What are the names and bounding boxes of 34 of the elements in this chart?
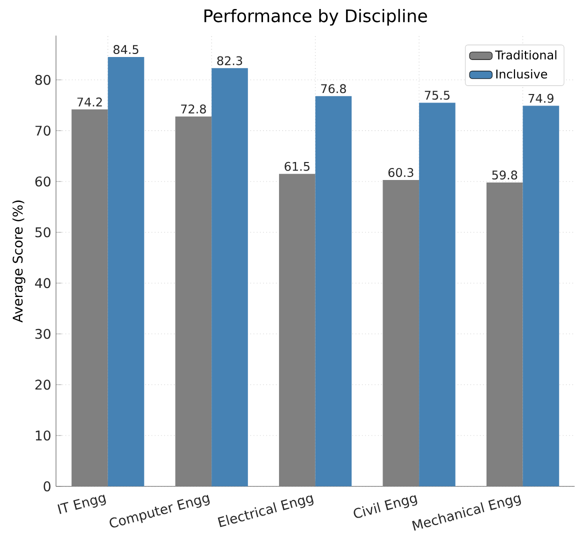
bar <box>279 174 316 486</box>
bar <box>486 182 523 486</box>
data-label: 74.2 <box>77 98 102 106</box>
data-label: 74.9 <box>528 94 554 103</box>
bar <box>108 56 144 486</box>
bar <box>175 116 212 486</box>
bar <box>212 68 248 486</box>
legend-label: Inclusive <box>496 69 548 79</box>
bar <box>382 180 420 486</box>
y-tick-label: 70 <box>35 126 50 136</box>
y-tick-label: 20 <box>35 380 50 390</box>
y-tick-label: 60 <box>35 176 50 186</box>
data-label: 84.5 <box>114 45 138 54</box>
bar <box>522 106 560 486</box>
data-label: 75.5 <box>424 90 450 100</box>
bar <box>72 109 108 486</box>
y-axis-title: Average Score (%) <box>12 200 26 322</box>
bar <box>315 96 352 486</box>
bar <box>419 102 456 486</box>
y-tick-label: 50 <box>35 227 50 238</box>
data-label: 72.8 <box>181 104 206 114</box>
data-label: 59.8 <box>492 170 518 180</box>
x-tick-label: IT Engg <box>58 494 106 514</box>
data-label: 76.8 <box>321 84 346 94</box>
data-label: 61.5 <box>284 162 310 171</box>
data-label: 60.3 <box>388 168 414 178</box>
y-tick-label: 10 <box>36 430 50 441</box>
y-tick-label: 0 <box>44 481 50 492</box>
y-tick-label: 40 <box>35 278 50 288</box>
y-tick-label: 80 <box>35 74 50 85</box>
chart-title: Performance by Discipline <box>204 8 427 26</box>
y-tick-label: 30 <box>35 328 50 339</box>
data-label: 82.3 <box>217 56 242 66</box>
legend-label: Traditional <box>495 50 556 60</box>
